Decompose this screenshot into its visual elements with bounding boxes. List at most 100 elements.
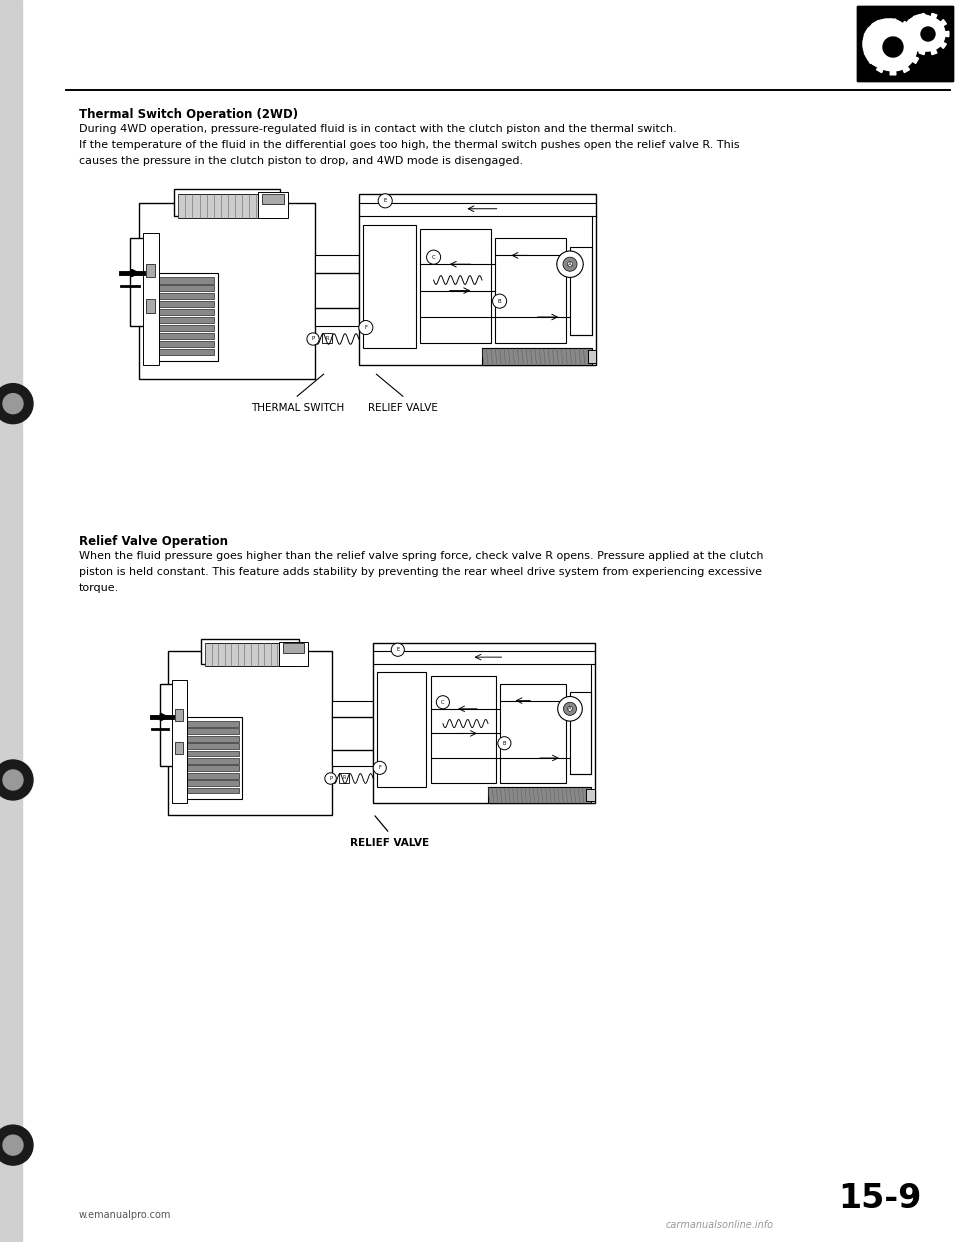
Circle shape (492, 294, 507, 308)
Text: A: A (568, 707, 572, 712)
Polygon shape (912, 57, 919, 63)
Polygon shape (931, 50, 937, 55)
Bar (183, 729, 239, 734)
Bar (183, 787, 239, 794)
Bar (588, 350, 596, 363)
Text: C: C (432, 255, 436, 260)
Circle shape (564, 702, 577, 715)
Bar (155, 333, 214, 339)
Bar (936, 30, 940, 36)
Bar (373, 643, 594, 804)
Circle shape (563, 257, 577, 271)
Bar (262, 194, 284, 205)
Bar (903, 29, 912, 37)
Text: P: P (311, 337, 315, 342)
Bar (482, 348, 592, 365)
Bar (932, 39, 939, 46)
Bar (168, 651, 332, 816)
Bar (500, 684, 565, 782)
Text: 15-9: 15-9 (838, 1182, 922, 1215)
Bar (872, 60, 881, 68)
Bar (903, 51, 912, 60)
Bar (126, 180, 618, 401)
Text: E: E (383, 199, 387, 204)
Text: C: C (442, 699, 444, 704)
Bar (895, 20, 904, 29)
Circle shape (307, 333, 319, 345)
Bar (332, 700, 373, 766)
Bar (183, 758, 239, 764)
Bar (183, 773, 239, 779)
Bar (183, 743, 239, 749)
Circle shape (0, 1125, 33, 1165)
Circle shape (3, 770, 23, 790)
Bar (130, 237, 156, 325)
Bar (914, 46, 921, 51)
Text: RELIEF VALVE: RELIEF VALVE (368, 404, 438, 414)
Bar (183, 750, 239, 756)
Bar (363, 225, 416, 348)
Polygon shape (941, 20, 947, 26)
Bar (183, 765, 239, 771)
Text: A: A (568, 262, 572, 267)
Circle shape (426, 250, 441, 265)
Bar (155, 309, 214, 315)
Bar (160, 684, 184, 766)
Circle shape (863, 19, 913, 70)
Bar (172, 681, 187, 804)
Bar (139, 202, 315, 379)
Circle shape (904, 15, 940, 51)
Bar (201, 640, 300, 663)
Polygon shape (890, 71, 896, 75)
Bar (914, 15, 921, 20)
Bar (864, 51, 873, 60)
Bar (857, 6, 953, 81)
Circle shape (567, 707, 572, 712)
Bar (905, 39, 912, 46)
Text: When the fluid pressure goes higher than the relief valve spring force, check va: When the fluid pressure goes higher than… (79, 551, 763, 561)
Circle shape (3, 1135, 23, 1155)
Polygon shape (868, 57, 874, 63)
Polygon shape (912, 31, 919, 37)
Circle shape (378, 194, 393, 207)
Bar (863, 40, 868, 48)
Bar (587, 789, 594, 801)
Bar (143, 233, 159, 365)
Bar (175, 741, 183, 754)
Text: F: F (364, 325, 368, 330)
Circle shape (883, 37, 903, 57)
Bar (152, 273, 218, 361)
Bar (180, 717, 242, 799)
Circle shape (557, 251, 584, 277)
Circle shape (878, 34, 898, 53)
Bar (924, 46, 930, 51)
Polygon shape (907, 31, 911, 36)
Polygon shape (902, 21, 909, 27)
Circle shape (3, 394, 23, 414)
Polygon shape (941, 42, 947, 48)
Bar (146, 299, 155, 313)
Text: E: E (396, 647, 399, 652)
Text: During 4WD operation, pressure-regulated fluid is in contact with the clutch pis: During 4WD operation, pressure-regulated… (79, 124, 677, 134)
Polygon shape (917, 43, 921, 50)
Bar (146, 265, 155, 277)
Text: piston is held constant. This feature adds stability by preventing the rear whee: piston is held constant. This feature ad… (79, 568, 761, 578)
Bar (155, 317, 214, 323)
Text: B: B (503, 740, 506, 745)
Bar (488, 786, 590, 804)
Text: F: F (378, 765, 381, 770)
Text: torque.: torque. (79, 582, 119, 592)
Bar (864, 29, 873, 37)
Circle shape (558, 697, 583, 722)
Bar (339, 773, 348, 782)
Bar (183, 780, 239, 786)
Bar (155, 277, 214, 283)
Bar (155, 293, 214, 299)
Text: w.emanualpro.com: w.emanualpro.com (79, 1210, 171, 1220)
Bar (884, 65, 892, 70)
Bar (283, 643, 303, 653)
Polygon shape (876, 21, 883, 27)
Polygon shape (931, 14, 937, 19)
Bar (155, 286, 214, 292)
Text: B: B (498, 298, 501, 303)
